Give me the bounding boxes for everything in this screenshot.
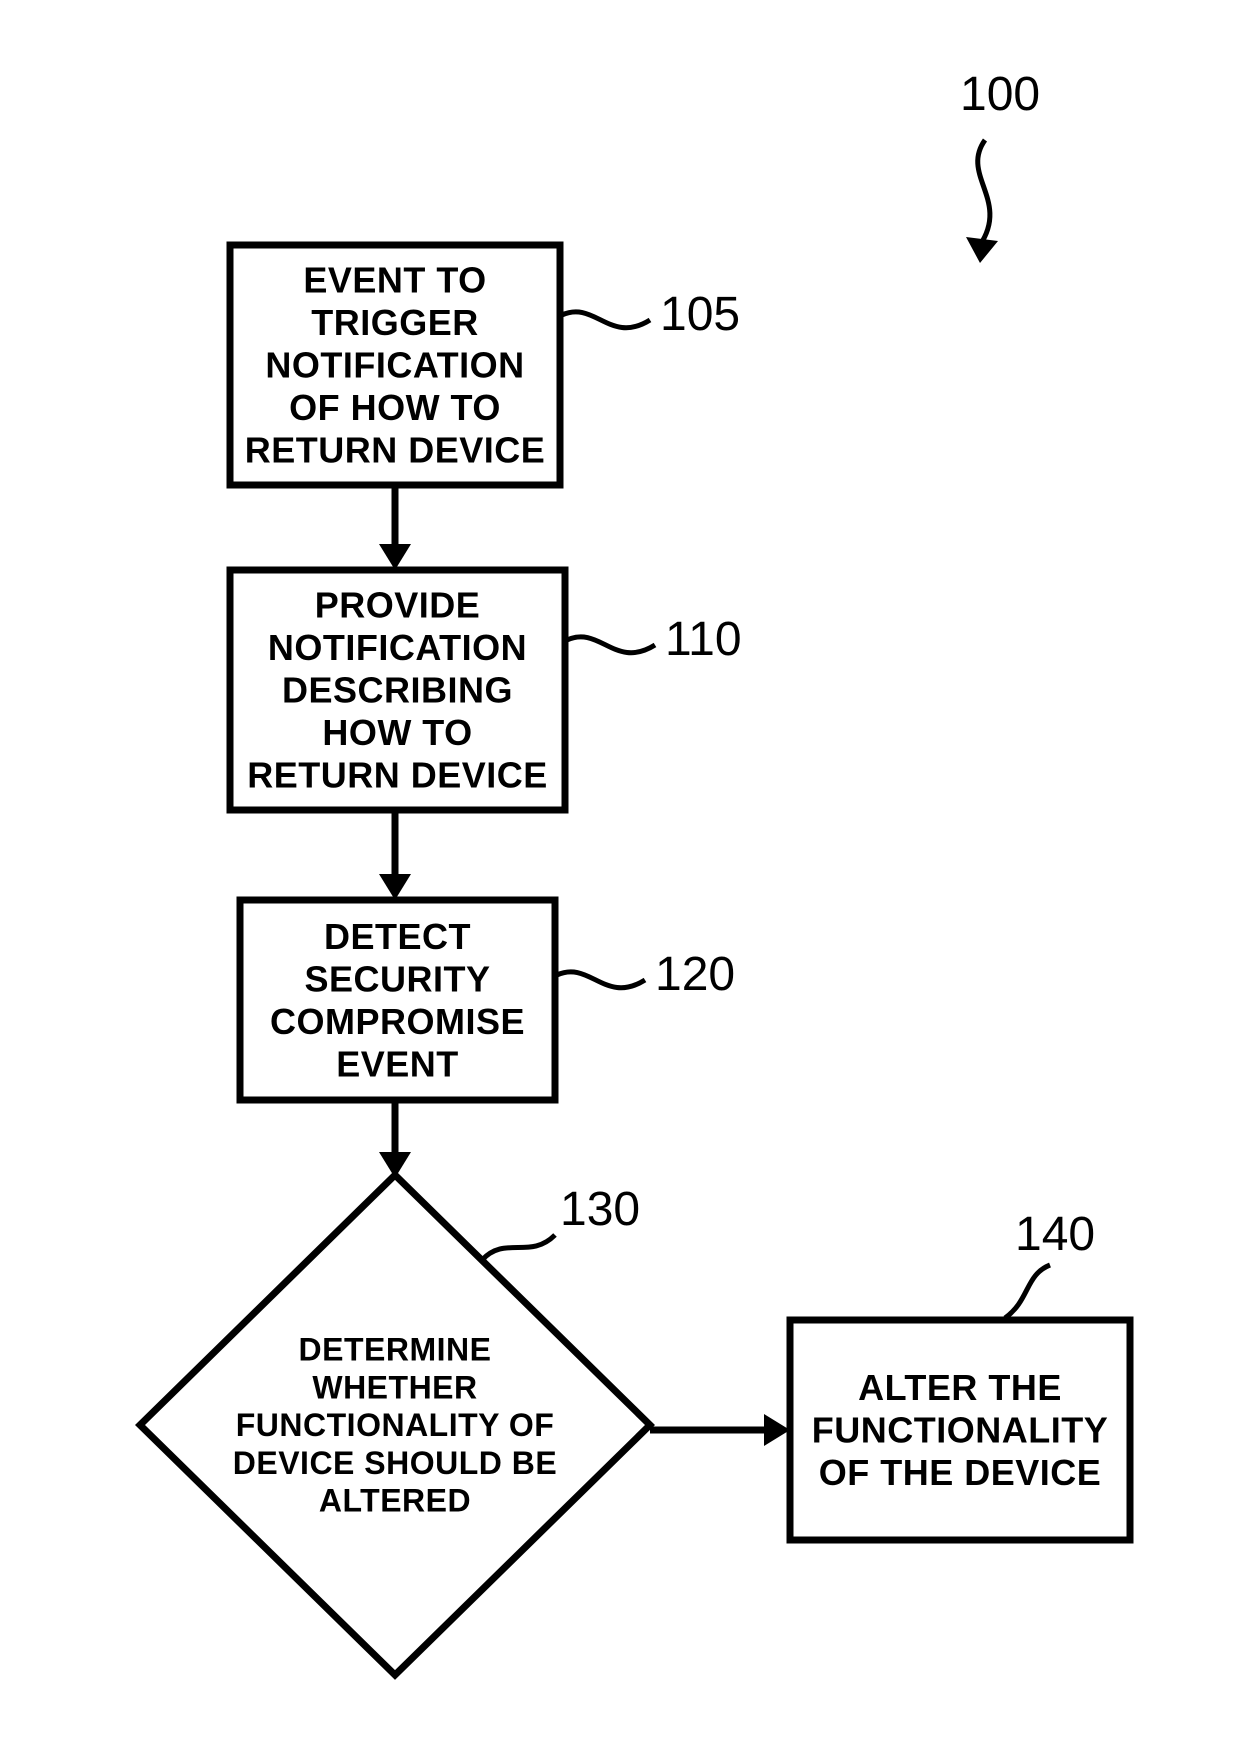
edge-arrowhead [764, 1414, 790, 1446]
edge-arrowhead [379, 1152, 411, 1178]
node-n120: DETECTSECURITYCOMPROMISEEVENT 120 [240, 900, 735, 1100]
node-text-line: NOTIFICATION [268, 627, 527, 668]
node-text-line: OF HOW TO [289, 387, 501, 428]
node-text-line: SECURITY [304, 958, 490, 999]
edge-arrowhead [379, 544, 411, 570]
edge-2 [379, 1100, 411, 1178]
node-text-line: FUNCTIONALITY OF [236, 1407, 555, 1443]
node-text-line: WHETHER [312, 1369, 477, 1405]
ref-label: 130 [560, 1183, 640, 1236]
node-text-line: FUNCTIONALITY [812, 1410, 1108, 1451]
node-text-line: ALTER THE [858, 1367, 1062, 1408]
ref-label: 105 [660, 288, 740, 341]
node-text-line: PROVIDE [315, 585, 481, 626]
node-text-line: RETURN DEVICE [247, 755, 548, 796]
edge-arrowhead [379, 874, 411, 900]
node-text-line: RETURN DEVICE [245, 430, 546, 471]
node-text-line: DETECT [324, 916, 471, 957]
figure-number-leader [978, 140, 990, 245]
node-text-line: HOW TO [322, 712, 472, 753]
node-n140: ALTER THEFUNCTIONALITYOF THE DEVICE 140 [790, 1208, 1130, 1540]
node-text-line: OF THE DEVICE [819, 1452, 1102, 1493]
edge-0 [379, 485, 411, 570]
ref-label: 120 [655, 948, 735, 1001]
figure-number-label: 100 [960, 68, 1040, 121]
node-text-line: DEVICE SHOULD BE [233, 1445, 557, 1481]
node-n130: DETERMINEWHETHERFUNCTIONALITY OFDEVICE S… [140, 1175, 650, 1675]
figure-number-arrowhead [966, 237, 998, 263]
node-text-line: NOTIFICATION [265, 345, 524, 386]
node-n105: EVENT TOTRIGGERNOTIFICATIONOF HOW TORETU… [230, 245, 740, 485]
node-text-line: DESCRIBING [282, 670, 513, 711]
edge-1 [379, 810, 411, 900]
ref-leader [562, 312, 650, 328]
ref-leader [482, 1235, 555, 1260]
node-n110: PROVIDENOTIFICATIONDESCRIBINGHOW TORETUR… [230, 570, 742, 810]
ref-leader [557, 972, 645, 988]
node-text-line: EVENT [336, 1043, 459, 1084]
node-text-line: DETERMINE [299, 1332, 492, 1368]
node-text-line: COMPROMISE [270, 1001, 525, 1042]
ref-label: 110 [665, 613, 742, 666]
edge-3 [650, 1414, 790, 1446]
ref-leader [567, 637, 655, 653]
ref-leader [1005, 1265, 1050, 1318]
ref-label: 140 [1015, 1208, 1095, 1261]
node-text-line: EVENT TO [303, 260, 486, 301]
flowchart-canvas: 100EVENT TOTRIGGERNOTIFICATIONOF HOW TOR… [0, 0, 1240, 1743]
node-text-line: ALTERED [319, 1483, 471, 1519]
node-text-line: TRIGGER [311, 302, 479, 343]
